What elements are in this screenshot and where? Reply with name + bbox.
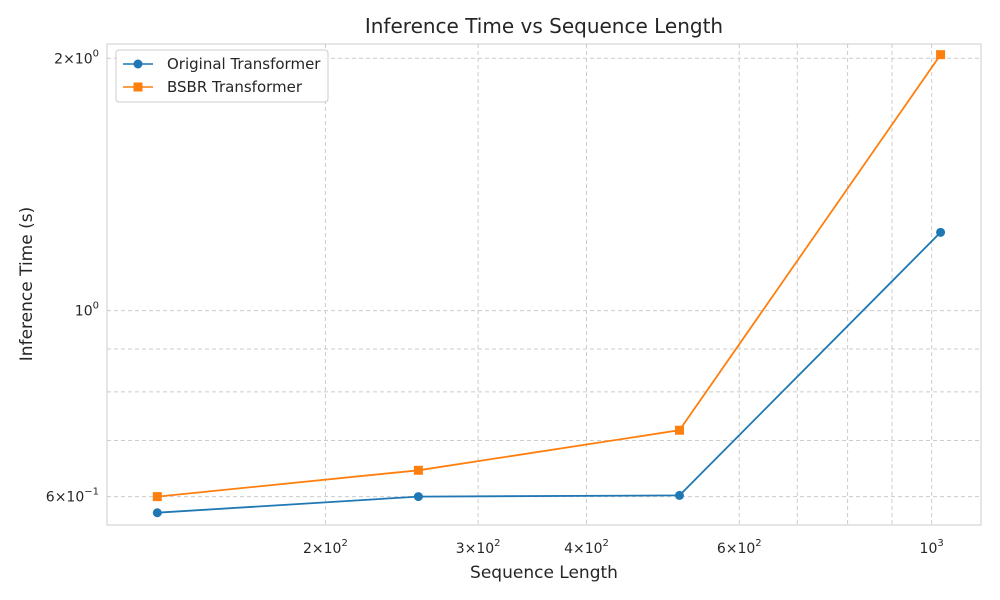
y-axis-label: Inference Time (s) — [17, 207, 37, 361]
data-point-original-transformer — [674, 490, 684, 500]
legend-label-bsbr: BSBR Transformer — [167, 78, 303, 96]
grid — [107, 44, 981, 525]
series-layer — [152, 50, 946, 518]
plot-frame — [106, 43, 982, 526]
tick-layer: 2×102 3×102 4×102 6×102 103 6×10−1 100 2×100 — [46, 48, 944, 557]
legend-box — [115, 49, 329, 103]
series-line-bsbr-transformer — [157, 54, 942, 498]
data-point-bsbr-transformer — [152, 492, 162, 502]
y-tick-label: 100 — [75, 301, 99, 320]
x-tick-label: 4×102 — [564, 538, 609, 557]
x-tick-label: 3×102 — [456, 538, 501, 557]
legend-marker-original — [133, 59, 143, 69]
chart-title: Inference Time vs Sequence Length — [365, 14, 723, 38]
x-tick-label: 103 — [920, 538, 944, 557]
data-point-bsbr-transformer — [674, 425, 684, 435]
y-tick-label: 2×100 — [54, 48, 99, 67]
legend-marker-bsbr — [133, 82, 143, 92]
data-point-bsbr-transformer — [413, 465, 423, 475]
x-tick-label: 6×102 — [717, 538, 762, 557]
data-point-bsbr-transformer — [936, 50, 946, 60]
y-tick-label: 6×10−1 — [46, 487, 99, 506]
data-point-original-transformer — [152, 508, 162, 518]
legend-label-original: Original Transformer — [167, 55, 321, 73]
series-line-original-transformer — [157, 231, 942, 514]
data-point-original-transformer — [413, 492, 423, 502]
data-point-original-transformer — [936, 227, 946, 237]
x-axis-label: Sequence Length — [470, 563, 618, 583]
x-tick-label: 2×102 — [303, 538, 348, 557]
legend: Original Transformer BSBR Transformer — [115, 49, 329, 103]
